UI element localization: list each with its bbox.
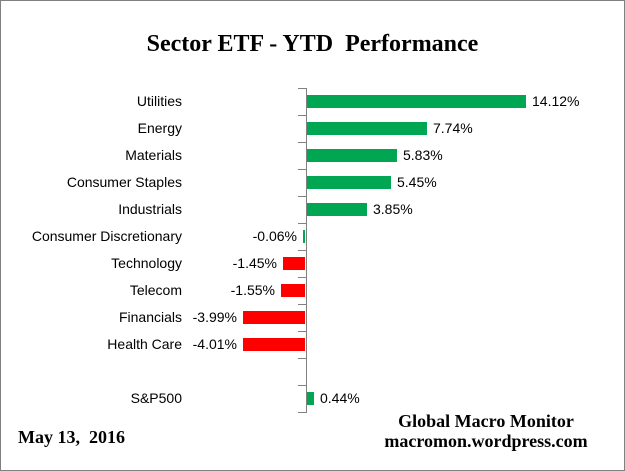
category-axis-line: [306, 88, 307, 413]
value-label-consumer-staples: 5.45%: [397, 174, 437, 190]
axis-tick: [298, 88, 306, 89]
value-label-materials: 5.83%: [403, 147, 443, 163]
value-label-health-care: -4.01%: [192, 336, 237, 352]
axis-tick: [298, 358, 306, 359]
footer-credit-name: Global Macro Monitor: [398, 411, 574, 431]
value-label-consumer-discretionary: -0.06%: [252, 228, 297, 244]
axis-tick: [298, 304, 306, 305]
category-label-consumer-discretionary: Consumer Discretionary: [31, 228, 182, 244]
value-label-industrials: 3.85%: [373, 201, 413, 217]
category-label-telecom: Telecom: [129, 282, 182, 298]
category-label-utilities: Utilities: [136, 93, 182, 109]
bar-health-care: [243, 338, 305, 351]
axis-tick: [298, 385, 306, 386]
axis-tick: [298, 169, 306, 170]
value-label-s-p500: 0.44%: [320, 390, 360, 406]
value-label-energy: 7.74%: [433, 120, 473, 136]
category-label-industrials: Industrials: [118, 201, 182, 217]
bar-consumer-staples: [307, 176, 391, 189]
category-label-materials: Materials: [125, 147, 182, 163]
bar-consumer-discretionary: [303, 230, 305, 243]
axis-tick: [298, 250, 306, 251]
bar-s-p500: [307, 392, 314, 405]
bar-financials: [243, 311, 305, 324]
axis-tick: [298, 115, 306, 116]
bar-industrials: [307, 203, 367, 216]
bar-materials: [307, 149, 397, 162]
axis-tick: [298, 223, 306, 224]
axis-tick: [298, 412, 306, 413]
axis-tick: [298, 277, 306, 278]
footer-credit-url: macromon.wordpress.com: [384, 431, 588, 451]
axis-tick: [298, 142, 306, 143]
category-label-consumer-staples: Consumer Staples: [66, 174, 182, 190]
value-label-telecom: -1.55%: [230, 282, 275, 298]
bar-telecom: [281, 284, 305, 297]
category-label-financials: Financials: [118, 309, 182, 325]
chart-title: Sector ETF - YTD Performance: [146, 31, 479, 57]
value-label-financials: -3.99%: [192, 309, 237, 325]
footer-date: May 13, 2016: [18, 427, 125, 447]
value-label-technology: -1.45%: [232, 255, 277, 271]
category-label-technology: Technology: [111, 255, 182, 271]
footer-credit: Global Macro Monitor macromon.wordpress.…: [341, 411, 624, 451]
axis-tick: [298, 196, 306, 197]
category-label-health-care: Health Care: [107, 336, 182, 352]
bar-technology: [283, 257, 305, 270]
bar-utilities: [307, 95, 526, 108]
bar-energy: [307, 122, 427, 135]
category-label-s-p500: S&P500: [130, 390, 182, 406]
value-label-utilities: 14.12%: [532, 93, 580, 109]
category-label-energy: Energy: [137, 120, 182, 136]
axis-tick: [298, 331, 306, 332]
